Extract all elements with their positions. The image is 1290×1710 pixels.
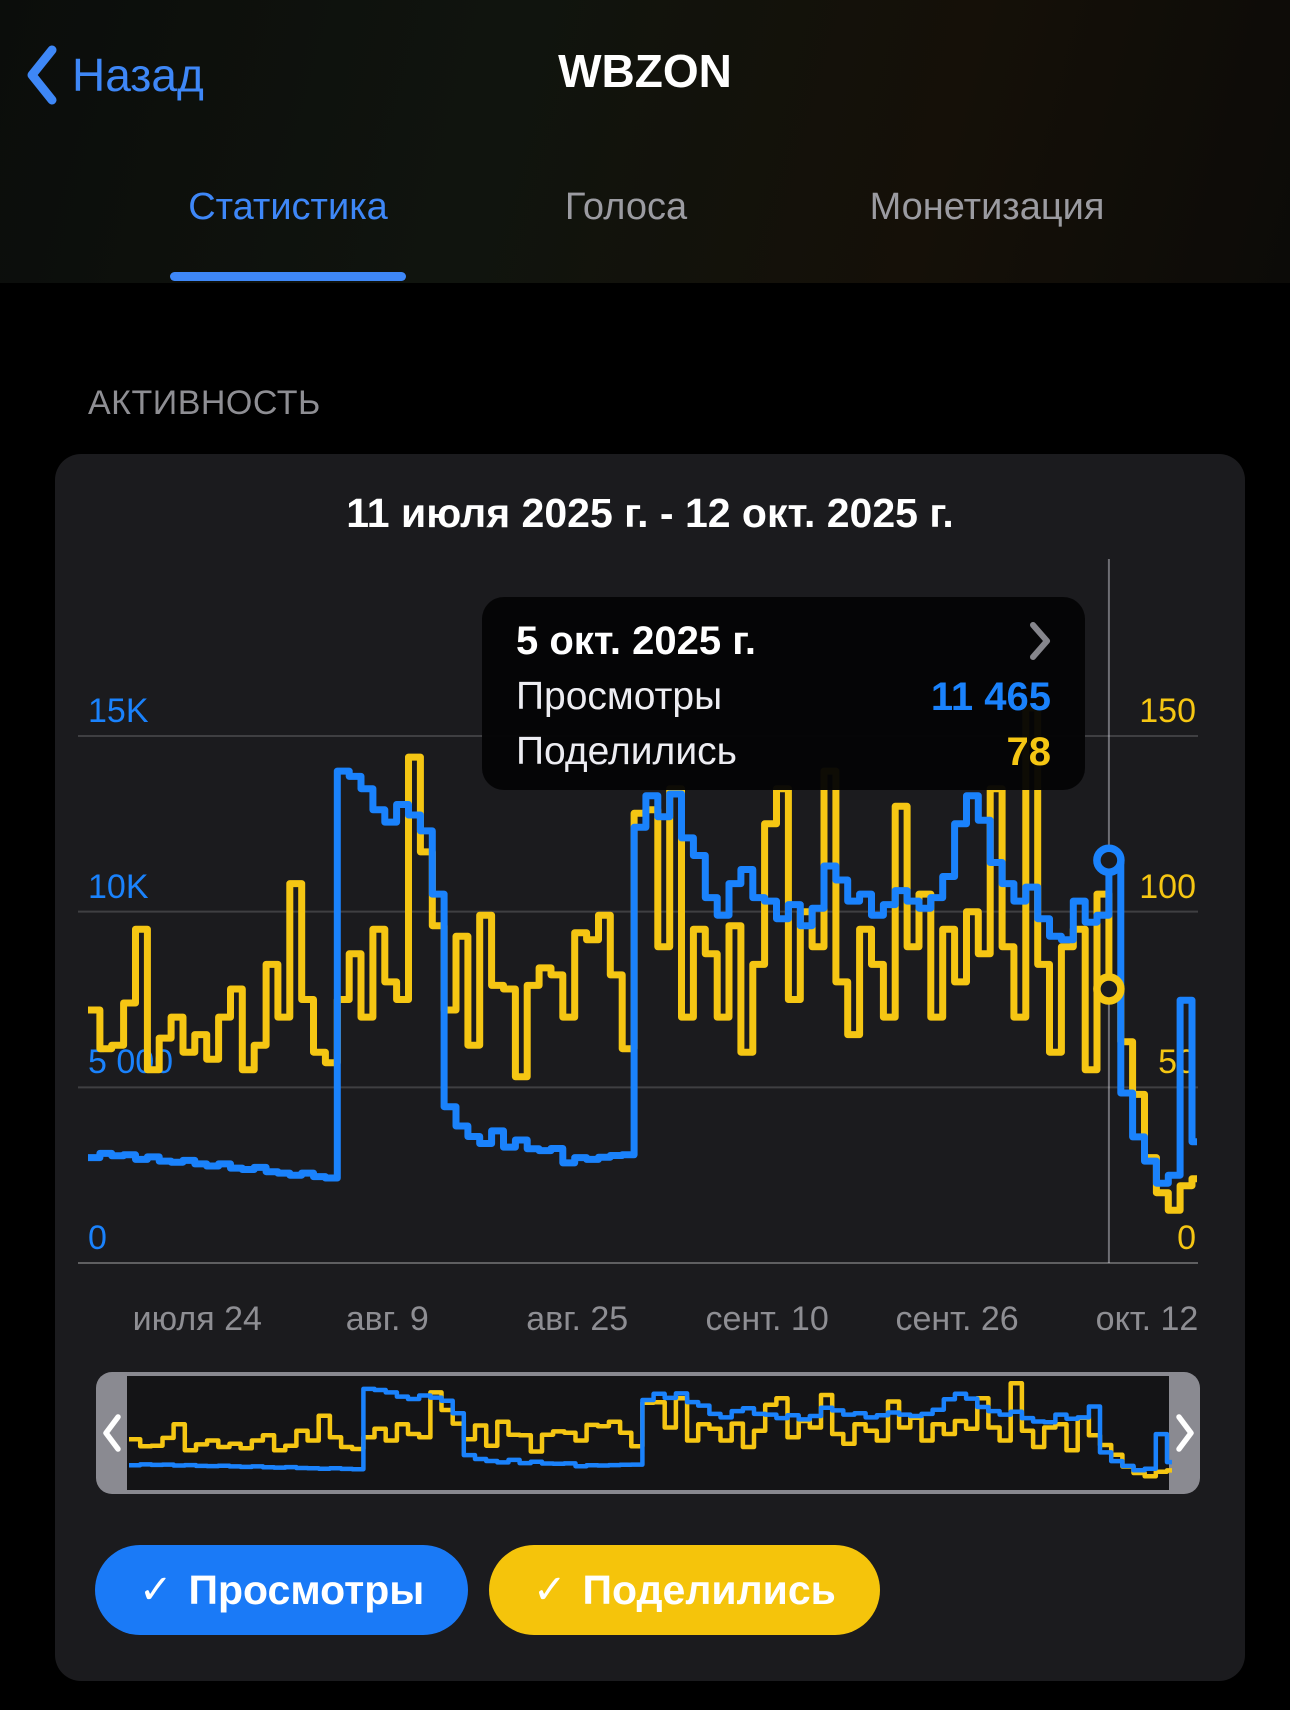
- y-axis-right-label: 0: [1177, 1219, 1196, 1257]
- y-axis-left-label: 0: [88, 1219, 107, 1257]
- tab-votes[interactable]: Голоса: [564, 186, 688, 228]
- y-axis-left-label: 15K: [88, 692, 149, 730]
- x-axis-label: сент. 10: [705, 1300, 829, 1338]
- range-scrubber[interactable]: [96, 1372, 1200, 1494]
- nav-bar: Назад WBZON Статистика Голоса Монетизаци…: [0, 0, 1290, 283]
- legend-shares-label: Поделились: [582, 1566, 836, 1613]
- scrubber-right-handle[interactable]: [1169, 1372, 1200, 1494]
- tooltip-views-label: Просмотры: [516, 675, 723, 718]
- tooltip-views-value: 11 465: [930, 674, 1051, 719]
- scrubber-left-handle[interactable]: [96, 1372, 127, 1494]
- tooltip-shares-value: 78: [1006, 729, 1052, 774]
- scrub-right-icon: [1175, 1414, 1194, 1452]
- check-icon: ✓: [533, 1568, 567, 1612]
- y-axis-left-label: 5 000: [88, 1043, 174, 1082]
- tab-monetization[interactable]: Монетизация: [869, 186, 1105, 228]
- legend-views-button[interactable]: ✓ Просмотры: [95, 1545, 469, 1635]
- tooltip-chevron-icon[interactable]: [1029, 621, 1051, 661]
- x-axis-label: сент. 26: [895, 1300, 1019, 1338]
- back-button[interactable]: Назад: [24, 40, 204, 110]
- selected-day-tooltip[interactable]: 5 окт. 2025 г. Просмотры 11 465 Поделили…: [482, 597, 1085, 790]
- scrub-left-icon: [102, 1414, 121, 1452]
- back-chevron-icon: [27, 45, 57, 105]
- x-axis-label: авг. 9: [345, 1300, 429, 1338]
- check-icon: ✓: [139, 1568, 173, 1612]
- tooltip-shares-label: Поделились: [516, 730, 737, 773]
- y-axis-left-label: 10K: [88, 867, 149, 906]
- chart-date-range-title: 11 июля 2025 г. - 12 окт. 2025 г.: [346, 490, 954, 536]
- scrubber-track[interactable]: [127, 1372, 1169, 1494]
- active-tab-underline: [170, 272, 406, 281]
- y-axis-right-label: 50: [1158, 1043, 1196, 1082]
- back-label: Назад: [72, 49, 204, 101]
- y-axis-right-label: 150: [1139, 692, 1196, 730]
- legend-shares-button[interactable]: ✓ Поделились: [489, 1545, 880, 1635]
- section-title: АКТИВНОСТЬ: [88, 384, 321, 422]
- tab-statistics[interactable]: Статистика: [188, 186, 388, 228]
- page-title: WBZON: [558, 45, 732, 97]
- x-axis-label: авг. 25: [526, 1300, 629, 1338]
- x-axis-label: июля 24: [132, 1300, 262, 1338]
- tooltip-date: 5 окт. 2025 г.: [516, 618, 756, 663]
- x-axis-label: окт. 12: [1095, 1300, 1199, 1338]
- y-axis-right-label: 100: [1139, 867, 1196, 906]
- legend-views-label: Просмотры: [188, 1566, 425, 1613]
